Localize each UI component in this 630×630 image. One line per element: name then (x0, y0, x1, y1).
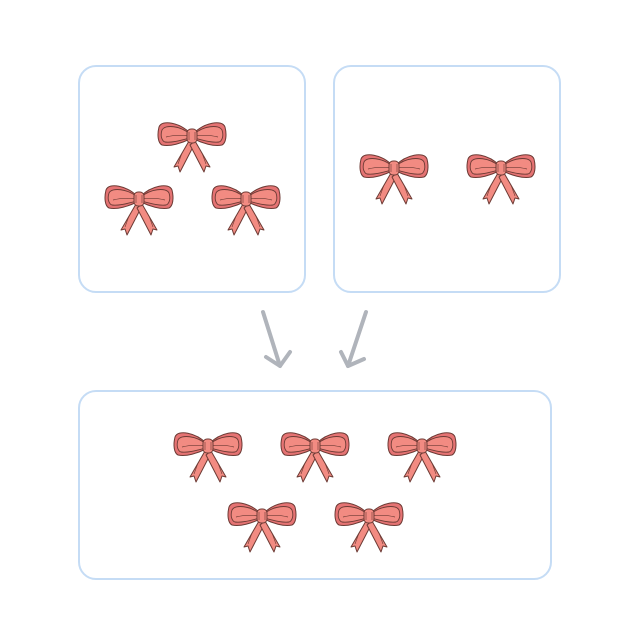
right-group-box (333, 65, 561, 293)
left-group-box (78, 65, 306, 293)
arrow-right-icon (339, 310, 368, 368)
bow-icon (386, 427, 458, 487)
bow-icon (279, 427, 351, 487)
bow-icon (156, 117, 228, 177)
combined-group-box (78, 390, 552, 580)
bow-icon (210, 180, 282, 240)
bow-icon (103, 180, 175, 240)
bow-icon (172, 427, 244, 487)
bow-icon (333, 497, 405, 557)
bow-icon (358, 149, 430, 209)
bow-icon (226, 497, 298, 557)
arrow-left-icon (261, 310, 292, 368)
bow-icon (465, 149, 537, 209)
